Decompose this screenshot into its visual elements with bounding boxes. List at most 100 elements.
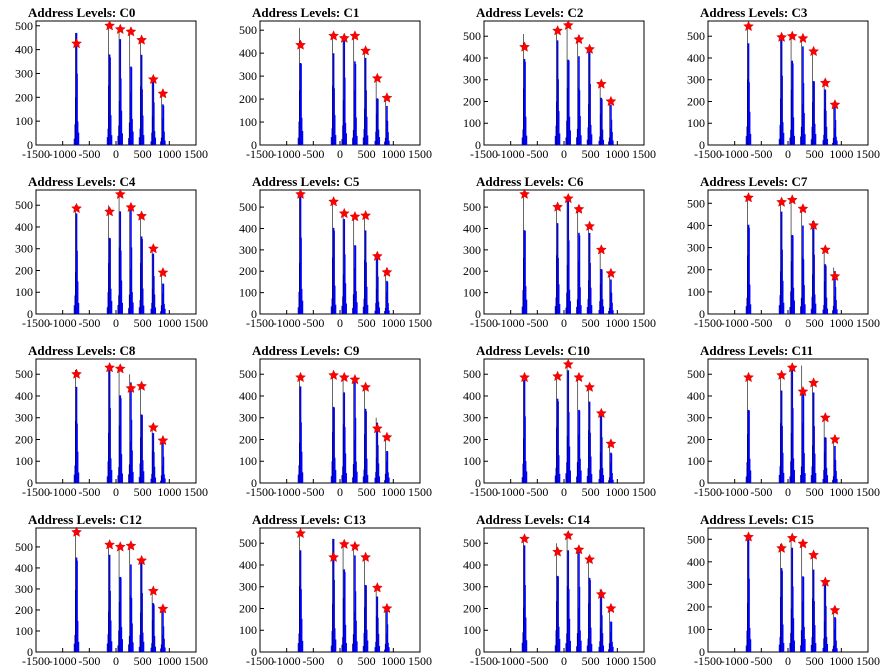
histogram-bar: [834, 618, 837, 652]
y-tick-label: 300: [15, 66, 33, 80]
level-marker-star: [338, 32, 350, 43]
y-tick-label: 500: [239, 367, 257, 381]
plot-frame: [483, 527, 645, 653]
x-tick-label: 0: [337, 654, 343, 668]
x-tick-label: 0: [785, 316, 791, 330]
histogram-bar: [612, 479, 614, 483]
level-marker-star: [605, 438, 617, 449]
histogram-bar: [333, 407, 335, 483]
histogram-bar: [142, 135, 145, 145]
level-marker-star: [797, 538, 809, 549]
histogram-bar: [580, 470, 582, 483]
histogram-bar: [834, 120, 837, 145]
chart-title: Address Levels: C15: [700, 512, 814, 527]
histogram-bar: [524, 116, 527, 145]
histogram-bar: [354, 64, 357, 145]
chart-panel-10: Address Levels: C10 0 100 200 300 400 500 -1500…: [463, 343, 656, 499]
histogram-bar: [580, 640, 582, 652]
histogram-bar: [388, 140, 390, 145]
histogram-bar: [782, 302, 785, 314]
y-tick-label: 100: [239, 623, 257, 637]
histogram-bar: [119, 577, 122, 652]
histogram-bar: [333, 230, 335, 314]
histogram-bar: [813, 81, 815, 145]
level-marker-star: [371, 250, 383, 261]
x-tick-label: 1000: [829, 147, 853, 161]
histogram-bar: [344, 624, 347, 652]
x-tick-label: -1000: [49, 485, 77, 499]
histogram-bar: [781, 280, 784, 314]
histogram-bar: [525, 135, 528, 145]
histogram-bar: [611, 131, 613, 145]
x-tick-label: -1500: [22, 147, 50, 161]
y-tick-label: 200: [463, 94, 481, 108]
histogram-bar: [524, 61, 526, 145]
histogram-bar: [611, 641, 613, 652]
chart-panel-15: Address Levels: C15 0 100 200 300 400 500 -1500…: [687, 512, 880, 668]
x-tick-label: 1500: [632, 654, 656, 668]
level-marker-star: [104, 539, 116, 550]
x-tick-label: 1000: [381, 147, 405, 161]
histogram-bar: [590, 305, 593, 314]
chart-panel-0: Address Levels: C00100200300400500-1500-…: [15, 5, 208, 161]
y-tick-label: 200: [463, 601, 481, 615]
level-marker-star: [819, 244, 831, 255]
level-marker-star: [595, 407, 607, 418]
plot-frame: [35, 527, 197, 653]
histogram-bar: [803, 285, 805, 314]
y-tick-label: 300: [239, 69, 257, 83]
y-tick-label: 100: [15, 114, 33, 128]
histogram-bar: [557, 284, 560, 314]
x-tick-label: 1000: [829, 485, 853, 499]
histogram-bar: [366, 474, 369, 483]
histogram-bar: [354, 245, 357, 314]
histogram-bar: [386, 451, 389, 483]
level-marker-star: [71, 368, 82, 379]
histogram-bar: [601, 437, 603, 483]
level-marker-star: [552, 546, 564, 557]
histogram-bar: [76, 560, 78, 652]
histogram-bar: [803, 113, 805, 145]
plot-frame: [707, 20, 869, 146]
histogram-bar: [793, 640, 795, 652]
y-tick-label: 0: [699, 307, 705, 321]
histogram-bar: [569, 470, 571, 483]
histogram-bar: [162, 283, 165, 314]
y-tick-label: 300: [239, 243, 257, 257]
histogram-bar: [365, 585, 367, 652]
histogram-bar: [333, 285, 336, 314]
plot-frame: [259, 20, 421, 146]
chart-title: Address Levels: C5: [252, 174, 360, 189]
x-tick-label: -1000: [273, 654, 301, 668]
x-tick-label: 500: [806, 147, 824, 161]
histogram-bar: [301, 640, 304, 652]
histogram-bar: [365, 286, 368, 314]
chart-panel-1: Address Levels: C10100200300400500-1500-…: [239, 5, 432, 161]
x-tick-label: 0: [785, 654, 791, 668]
histogram-bar: [524, 286, 527, 314]
histogram-bar: [121, 302, 123, 314]
level-marker-star: [786, 194, 798, 205]
x-tick-label: 0: [561, 316, 567, 330]
histogram-bar: [524, 416, 526, 483]
level-marker-star: [552, 25, 564, 36]
level-marker-star: [295, 371, 306, 383]
level-marker-star: [328, 196, 340, 207]
histogram-bar: [803, 626, 805, 652]
level-marker-star: [328, 30, 340, 41]
level-marker-star: [786, 361, 798, 373]
histogram-bar: [154, 646, 157, 652]
y-tick-label: 100: [239, 454, 257, 468]
x-tick-label: -1000: [273, 316, 301, 330]
histogram-bar: [813, 453, 816, 483]
x-tick-label: 0: [561, 147, 567, 161]
level-marker-star: [573, 371, 585, 383]
histogram-bar: [580, 305, 582, 314]
histogram-bar: [300, 237, 302, 314]
histogram-bar: [803, 453, 805, 483]
histogram-bar: [356, 471, 358, 483]
histogram-bar: [748, 578, 750, 652]
y-tick-label: 0: [475, 138, 481, 152]
x-tick-label: 0: [113, 147, 119, 161]
y-tick-label: 0: [251, 307, 257, 321]
